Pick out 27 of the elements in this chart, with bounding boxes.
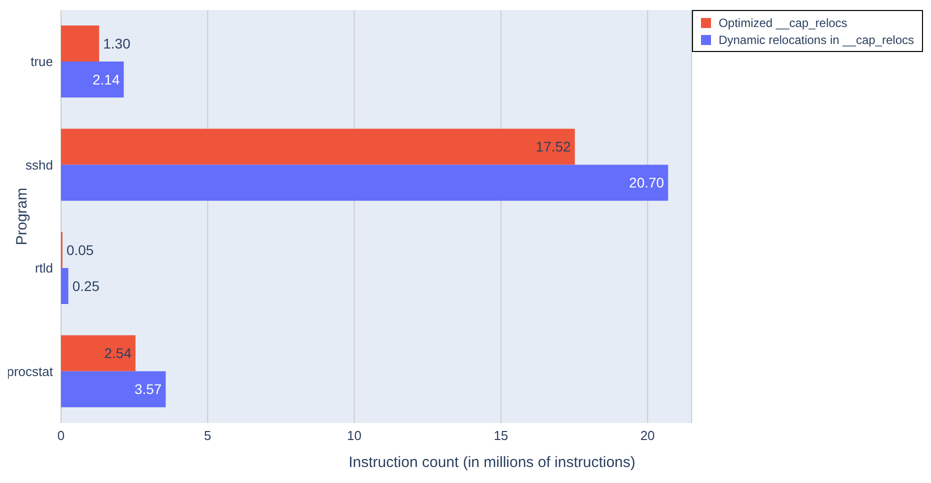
y-tick-label: sshd [26,157,53,172]
x-tick-label: 5 [204,428,212,444]
data-label: 2.54 [104,345,132,362]
bar [61,25,100,62]
data-label: 17.52 [536,138,572,155]
data-label: 0.25 [72,278,100,294]
data-label: 3.57 [134,381,162,398]
x-tick-label: 0 [57,428,65,444]
legend-label: Dynamic relocations in __cap_relocs [718,32,914,46]
bar [61,268,68,304]
data-label: 0.05 [66,242,94,258]
bar [61,61,124,98]
x-tick-label: 20 [640,428,655,444]
x-tick-label: 10 [347,428,362,444]
data-label: 1.30 [103,35,131,52]
bar [61,335,136,372]
x-axis-title: Instruction count (in millions of instructions) [348,454,636,471]
legend-label: Optimized __cap_relocs [718,16,848,30]
y-tick-label: true [30,54,53,70]
y-tick-label: rtld [34,260,53,276]
data-label: 2.14 [92,71,120,88]
y-axis-title: Program [14,188,30,246]
data-label: 20.70 [629,174,664,191]
bar [61,164,668,201]
bar [61,371,166,408]
x-tick-label: 15 [494,428,508,444]
bar [61,128,575,165]
